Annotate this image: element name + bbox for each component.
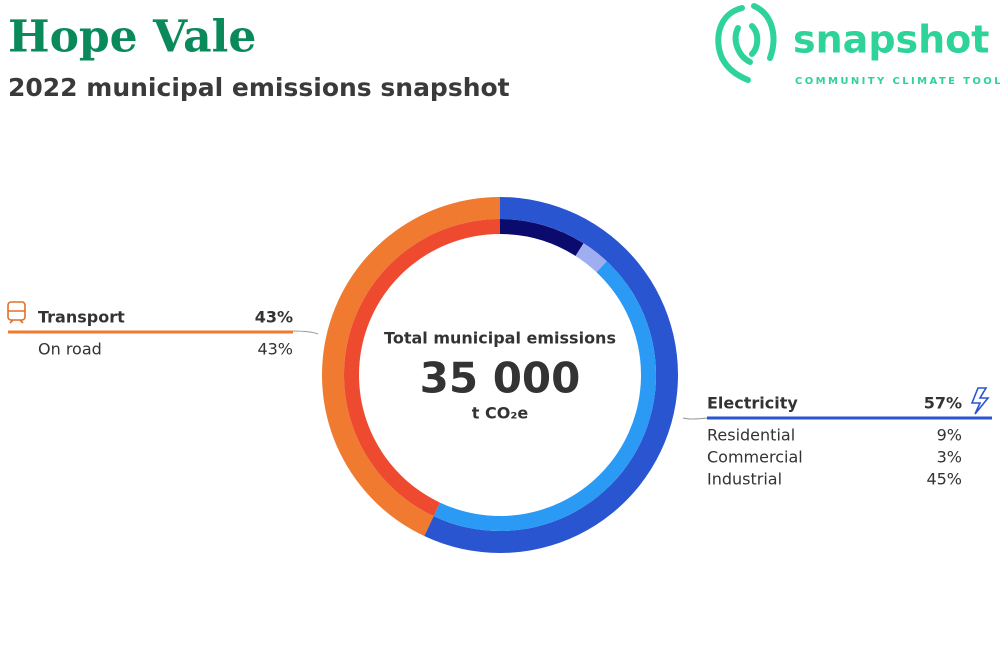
- legend-item-value: 43%: [257, 340, 293, 359]
- logo-tagline: COMMUNITY CLIMATE TOOL: [795, 76, 1000, 87]
- total: 35 000: [420, 354, 581, 403]
- inner-segment: [500, 219, 584, 256]
- logo-mark: [715, 3, 777, 83]
- legend-value: 43%: [255, 308, 293, 327]
- leader-line: [292, 330, 319, 335]
- logo-name: snapshot: [793, 18, 989, 62]
- legend-item-name: On road: [38, 340, 102, 359]
- legend-name: Transport: [38, 308, 125, 327]
- legend-item-value: 45%: [926, 470, 962, 489]
- outer-segment: [322, 197, 500, 537]
- legend-item-value: 9%: [937, 426, 962, 445]
- legend-item-name: Industrial: [707, 470, 782, 489]
- leader-line: [682, 417, 708, 420]
- legend-item-value: 3%: [937, 448, 962, 467]
- subtitle: 2022 municipal emissions snapshot: [8, 73, 510, 102]
- unit: t CO₂e: [472, 404, 529, 423]
- lightning-icon: [970, 387, 990, 415]
- title: Hope Vale: [8, 12, 256, 63]
- train-icon: [7, 301, 26, 324]
- inner-segment: [575, 243, 607, 273]
- legend-name: Electricity: [707, 394, 798, 413]
- legend-item-name: Commercial: [707, 448, 803, 467]
- center-label: Total municipal emissions: [384, 329, 616, 348]
- legend-item-name: Residential: [707, 426, 795, 445]
- legend-value: 57%: [924, 394, 962, 413]
- inner-segment: [343, 219, 500, 517]
